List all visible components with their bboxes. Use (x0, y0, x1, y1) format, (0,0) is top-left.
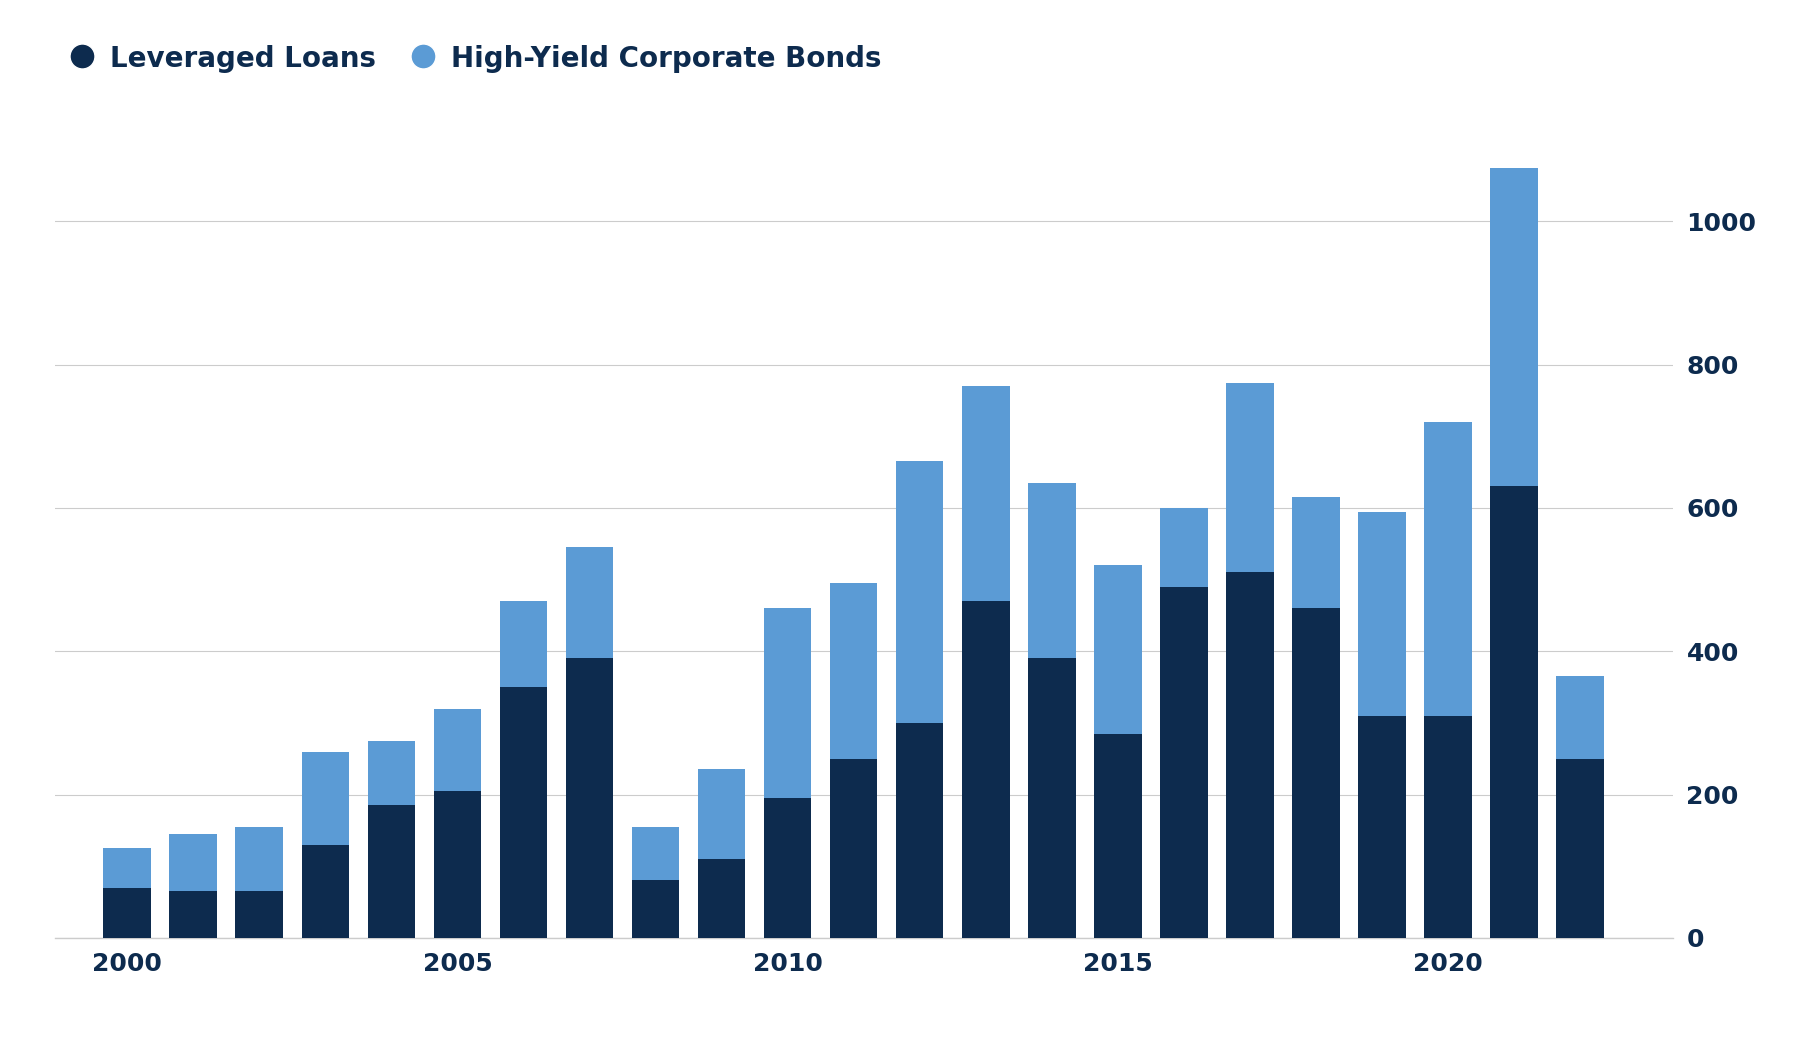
Bar (1027, 659, 1076, 938)
Bar (1027, 482, 1076, 659)
Bar (435, 709, 482, 791)
Bar (104, 848, 151, 888)
Bar (367, 741, 415, 805)
Bar (829, 584, 878, 759)
Bar (962, 601, 1009, 938)
Bar (1491, 487, 1538, 938)
Bar (236, 826, 284, 891)
Bar (1293, 609, 1340, 938)
Bar (169, 834, 216, 891)
Legend: Leveraged Loans, High-Yield Corporate Bonds: Leveraged Loans, High-Yield Corporate Bo… (69, 45, 882, 73)
Bar (367, 805, 415, 938)
Bar (435, 791, 482, 938)
Bar (896, 462, 944, 723)
Bar (1094, 565, 1142, 734)
Bar (565, 659, 613, 938)
Bar (1358, 716, 1405, 938)
Bar (1225, 572, 1274, 938)
Bar (1423, 422, 1473, 716)
Bar (631, 826, 680, 880)
Bar (631, 880, 680, 938)
Bar (698, 859, 745, 938)
Bar (764, 609, 811, 798)
Bar (104, 888, 151, 938)
Bar (169, 891, 216, 938)
Bar (1293, 497, 1340, 609)
Bar (1556, 676, 1603, 759)
Bar (1094, 734, 1142, 938)
Bar (1556, 759, 1603, 938)
Bar (1491, 168, 1538, 487)
Bar (698, 769, 745, 859)
Bar (896, 723, 944, 938)
Bar (500, 601, 547, 687)
Bar (500, 687, 547, 938)
Bar (829, 759, 878, 938)
Bar (302, 751, 349, 845)
Bar (1423, 716, 1473, 938)
Bar (764, 798, 811, 938)
Bar (302, 845, 349, 938)
Bar (1225, 382, 1274, 572)
Bar (236, 891, 284, 938)
Bar (962, 387, 1009, 601)
Bar (1160, 587, 1207, 938)
Bar (1160, 508, 1207, 587)
Bar (565, 547, 613, 659)
Bar (1358, 512, 1405, 716)
